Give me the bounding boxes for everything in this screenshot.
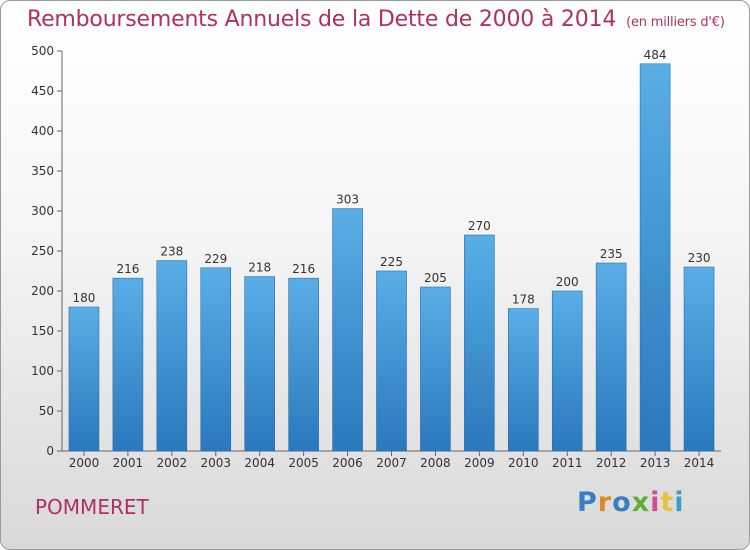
bar-2013 xyxy=(639,63,671,452)
logo-letter: r xyxy=(597,487,613,518)
bar-2012 xyxy=(595,262,627,452)
logo-letter: P xyxy=(577,487,598,518)
value-labels: 180 216 238 229 218 216 303 225 205 270 178 200 235 4… xyxy=(73,48,711,307)
y-tick-label: 50 xyxy=(39,404,54,418)
value-label-2004: 218 xyxy=(248,261,271,275)
chart-title-text: Remboursements Annuels de la Dette de 20… xyxy=(27,7,617,32)
value-label-2014: 230 xyxy=(688,251,711,265)
x-tick-label-2005: 2005 xyxy=(288,456,319,470)
bar-2006 xyxy=(332,208,363,452)
y-tick-label: 400 xyxy=(31,124,54,138)
commune-name: POMMERET xyxy=(35,495,149,519)
y-tick-label: 300 xyxy=(31,204,54,218)
bar-2002 xyxy=(156,260,188,452)
logo-letter: x xyxy=(631,487,651,518)
x-tick-label-2006: 2006 xyxy=(332,456,363,470)
bar-2008 xyxy=(420,286,451,452)
logo-letter: i xyxy=(674,487,685,518)
bar-2001 xyxy=(112,277,144,452)
x-tick-label-2001: 2001 xyxy=(113,456,144,470)
chart-title: Remboursements Annuels de la Dette de 20… xyxy=(27,7,725,32)
y-tick-label: 100 xyxy=(31,364,54,378)
logo-letter: t xyxy=(660,487,675,518)
x-tick-label-2012: 2012 xyxy=(596,456,627,470)
value-label-2005: 216 xyxy=(292,262,315,276)
value-label-2011: 200 xyxy=(556,275,579,289)
bar-2000 xyxy=(68,306,100,452)
bar-2009 xyxy=(464,234,495,452)
bar-2004 xyxy=(244,276,275,452)
x-tick-label-2007: 2007 xyxy=(376,456,407,470)
y-tick-label: 150 xyxy=(31,324,54,338)
value-label-2008: 205 xyxy=(424,271,447,285)
x-tick-label-2013: 2013 xyxy=(640,456,671,470)
x-tick-label-2010: 2010 xyxy=(508,456,539,470)
y-tick-label: 0 xyxy=(46,444,54,458)
value-label-2006: 303 xyxy=(336,193,359,207)
y-tick-label: 450 xyxy=(31,84,54,98)
bar-2003 xyxy=(200,267,232,452)
bar-2007 xyxy=(376,270,407,452)
logo-letter: o xyxy=(612,487,632,518)
value-label-2002: 238 xyxy=(160,245,183,259)
bar-2011 xyxy=(551,290,583,452)
x-tick-label-2003: 2003 xyxy=(200,456,231,470)
value-label-2012: 235 xyxy=(600,247,623,261)
bar-2005 xyxy=(288,277,319,452)
x-tick-label-2014: 2014 xyxy=(684,456,715,470)
y-tick-label: 500 xyxy=(31,44,54,58)
x-tick-label-2009: 2009 xyxy=(464,456,495,470)
value-label-2001: 216 xyxy=(116,262,139,276)
x-tick-label-2004: 2004 xyxy=(244,456,275,470)
y-tick-label: 200 xyxy=(31,284,54,298)
chart-unit: (en milliers d'€) xyxy=(626,15,725,30)
logo-letter: i xyxy=(650,487,661,518)
value-label-2003: 229 xyxy=(204,252,227,266)
x-tick-label-2011: 2011 xyxy=(552,456,583,470)
bar-2010 xyxy=(507,308,539,452)
x-tick-label-2002: 2002 xyxy=(157,456,188,470)
proxiti-logo: Proxiti xyxy=(577,487,685,518)
value-label-2007: 225 xyxy=(380,255,403,269)
value-label-2013: 484 xyxy=(644,48,667,62)
bars xyxy=(68,63,715,452)
axes: 0 50 100 150 200 250 300 350 400 450 500 2000 2001 20… xyxy=(31,44,721,470)
y-tick-label: 350 xyxy=(31,164,54,178)
y-tick-label: 250 xyxy=(31,244,54,258)
value-label-2009: 270 xyxy=(468,219,491,233)
x-tick-label-2000: 2000 xyxy=(69,456,100,470)
x-tick-label-2008: 2008 xyxy=(420,456,451,470)
value-label-2010: 178 xyxy=(512,293,535,307)
value-label-2000: 180 xyxy=(73,291,96,305)
bar-2014 xyxy=(683,266,715,452)
